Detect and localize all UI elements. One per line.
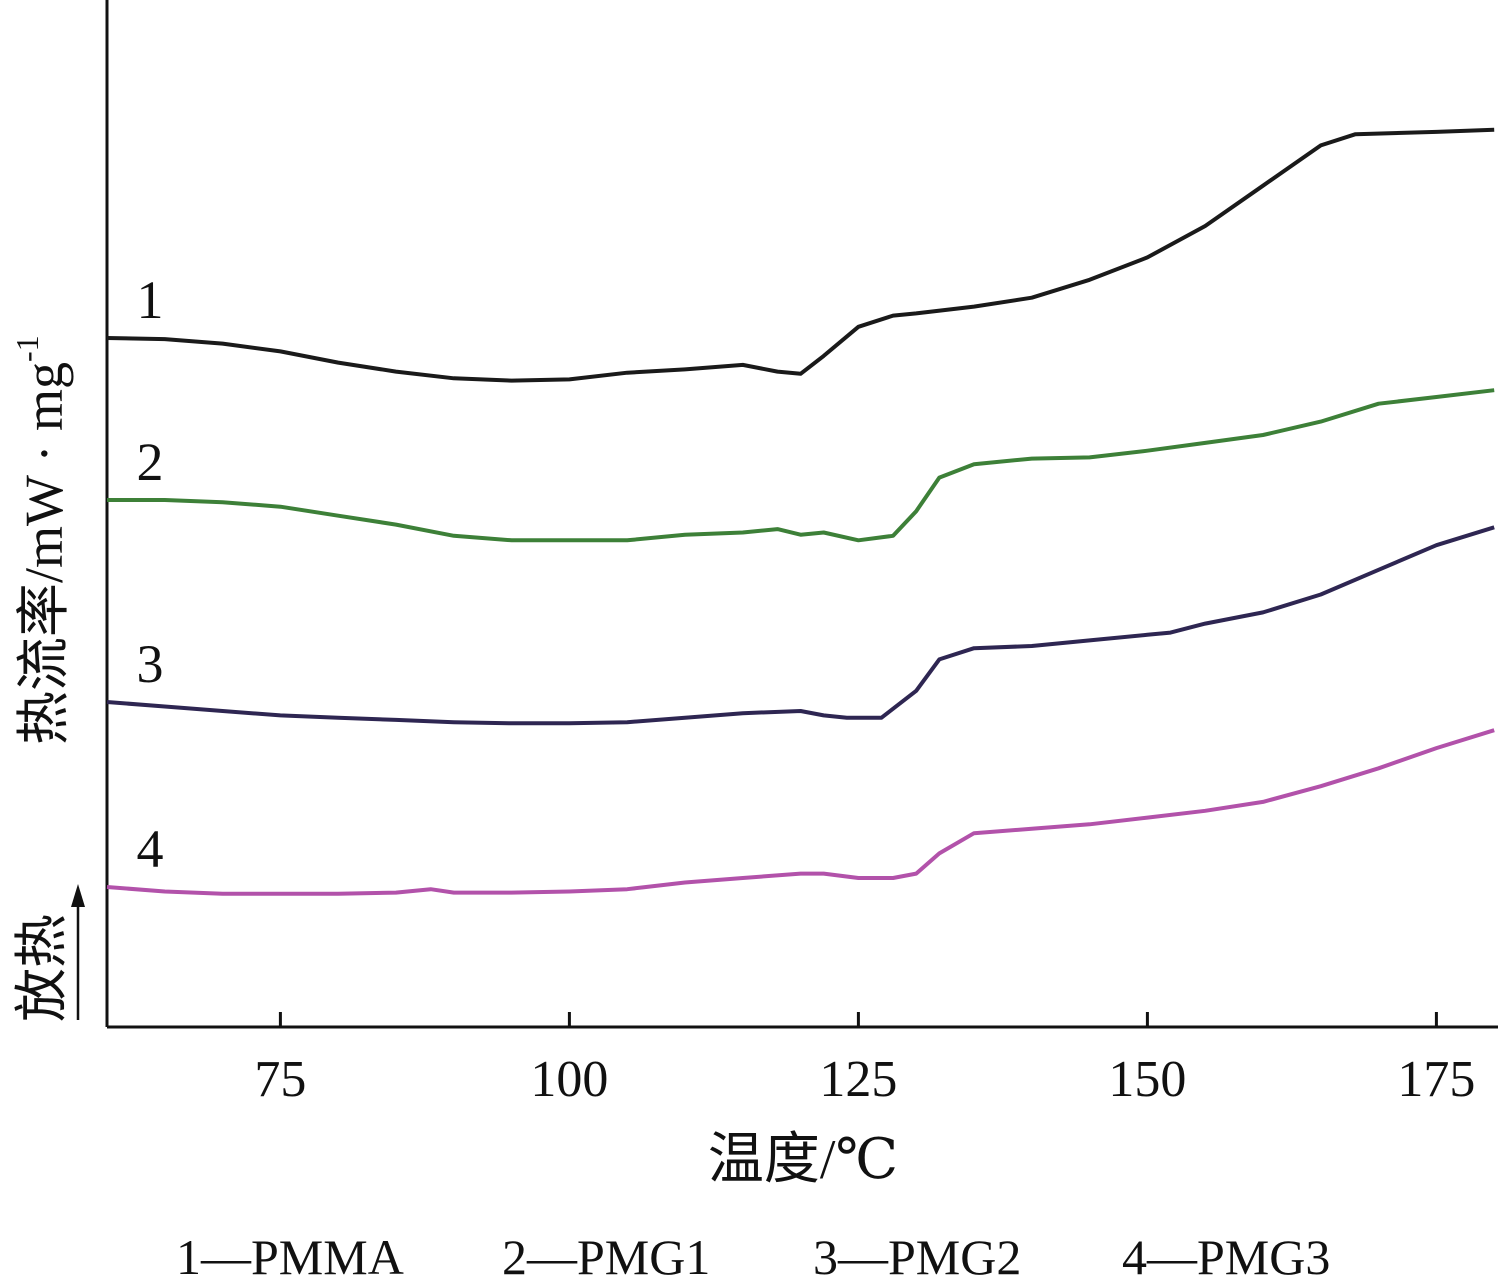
- x-axis-title: 温度/℃: [708, 1129, 898, 1191]
- series-line-pmg3: [106, 728, 1495, 896]
- x-tick-label-75: 75: [254, 1051, 306, 1108]
- legend: 1—PMMA 2—PMG1 3—PMG2 4—PMG3: [0, 1228, 1500, 1285]
- x-ticks: 75 100 125 150 175: [254, 1012, 1475, 1108]
- series-lines: [106, 127, 1495, 896]
- legend-item-pmg2: 3—PMG2: [813, 1229, 1022, 1285]
- y-axis-title: 热流率/mW · mg-1: [9, 335, 74, 745]
- x-tick-label-175: 175: [1397, 1051, 1475, 1108]
- exotherm-label: 放热: [12, 914, 72, 1022]
- exotherm-arrow-icon: [71, 884, 85, 907]
- legend-item-pmg3: 4—PMG3: [1122, 1229, 1331, 1285]
- series-line-pmg2: [106, 525, 1495, 726]
- series-labels: 1 2 3 4: [137, 270, 164, 879]
- series-line-pmg1: [107, 388, 1495, 543]
- series-label-3: 3: [137, 634, 164, 694]
- series-label-1: 1: [137, 270, 164, 330]
- x-tick-label-100: 100: [530, 1051, 608, 1108]
- x-tick-label-125: 125: [819, 1051, 897, 1108]
- axes: [105, 0, 1498, 1029]
- y-axis-superscript: -1: [9, 335, 45, 362]
- series-label-4: 4: [137, 819, 164, 879]
- series-label-2: 2: [137, 432, 164, 492]
- series-line-pmma: [106, 127, 1495, 383]
- legend-item-pmg1: 2—PMG1: [502, 1229, 711, 1285]
- x-tick-label-150: 150: [1108, 1051, 1186, 1108]
- legend-item-pmma: 1—PMMA: [176, 1229, 404, 1285]
